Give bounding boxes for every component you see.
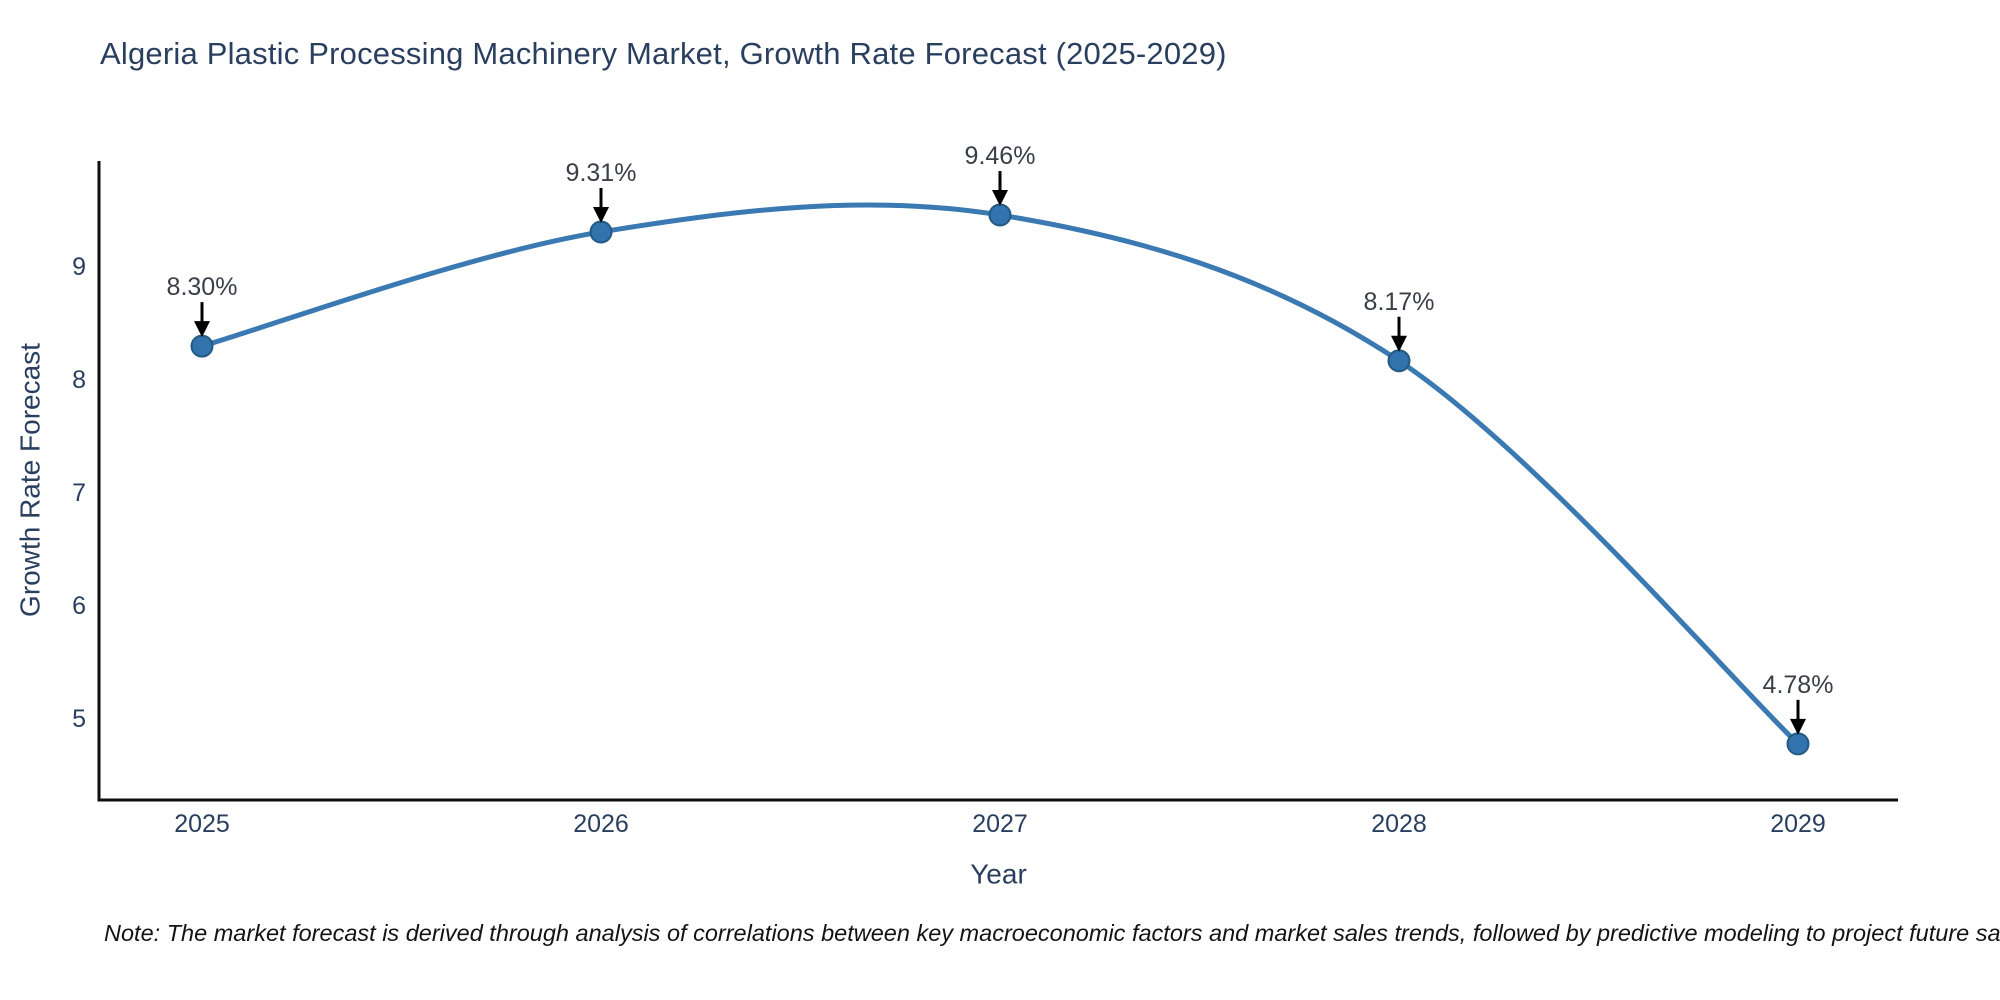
y-axis-tick-label: 7 xyxy=(72,479,86,507)
x-axis-tick-label: 2026 xyxy=(573,810,629,838)
annotation-arrowhead xyxy=(1790,718,1806,735)
annotations-layer: 8.30% 9.31% 9.46% 8.17% 4.78% xyxy=(167,142,1834,735)
data-point-label: 4.78% xyxy=(1763,671,1834,699)
annotation-arrowhead xyxy=(1391,335,1407,352)
page-title: Algeria Plastic Processing Machinery Mar… xyxy=(100,36,1227,71)
axes-layer: 5 6 7 8 9 2025 2026 2027 2028 2029 Growth Rate For… xyxy=(15,161,1898,890)
annotation-arrowhead xyxy=(992,190,1008,207)
y-axis-tick-label: 8 xyxy=(72,366,86,394)
annotation-arrowhead xyxy=(194,321,210,338)
data-point-marker xyxy=(988,203,1012,227)
y-axis-tick-label: 6 xyxy=(72,592,86,620)
x-axis-tick-label: 2027 xyxy=(972,810,1028,838)
x-axis-tick-label: 2028 xyxy=(1371,810,1427,838)
data-point-label: 9.31% xyxy=(566,159,637,187)
data-point-label: 8.17% xyxy=(1364,288,1435,316)
data-point-marker xyxy=(1387,349,1411,373)
data-point-label: 9.46% xyxy=(965,142,1036,170)
y-axis-tick-label: 5 xyxy=(72,705,86,733)
x-axis-title: Year xyxy=(970,859,1027,890)
data-point-marker xyxy=(1786,732,1810,756)
data-point-label: 8.30% xyxy=(167,273,238,301)
forecast-curve xyxy=(199,202,1801,747)
x-axis-tick-label: 2025 xyxy=(174,810,230,838)
footnote: Note: The market forecast is derived thr… xyxy=(104,920,2000,946)
data-point-marker xyxy=(190,334,214,358)
y-axis-tick-label: 9 xyxy=(72,253,86,281)
x-axis-tick-label: 2029 xyxy=(1770,810,1826,838)
y-axis-title: Growth Rate Forecast xyxy=(15,343,46,617)
data-point-marker xyxy=(589,220,613,244)
line-series xyxy=(190,202,1810,756)
annotation-arrowhead xyxy=(593,206,609,223)
